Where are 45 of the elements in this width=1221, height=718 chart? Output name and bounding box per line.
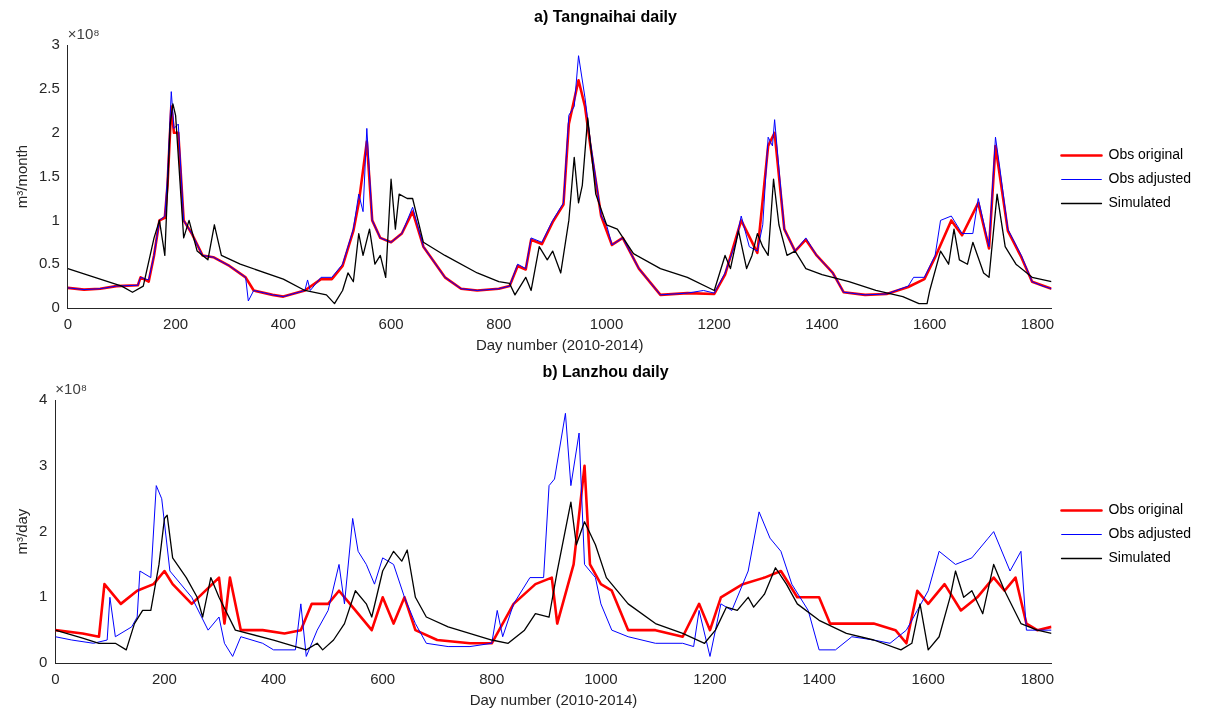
x-tick-label: 1000 (589, 315, 624, 333)
x-tick-label: 800 (486, 315, 512, 333)
x-tick-label: 1800 (1020, 315, 1055, 333)
x-tick-label: 600 (370, 670, 396, 688)
y-axis-title: m³/day (13, 508, 31, 555)
x-tick-label: 1400 (802, 670, 836, 688)
x-tick-label: 1800 (1020, 670, 1055, 688)
x-tick-label: 200 (151, 670, 177, 688)
x-tick-label: 400 (270, 315, 296, 333)
legend-label: Obs adjusted (1108, 170, 1191, 187)
x-tick-label: 1200 (697, 315, 731, 333)
y-tick-label: 0.5 (38, 254, 60, 272)
chart-title: a) Tangnaihai daily (534, 8, 678, 26)
y-tick-label: 2 (39, 521, 48, 539)
y-tick-label: 0 (51, 298, 60, 316)
y-tick-label: 3 (39, 456, 48, 474)
x-tick-label: 200 (163, 315, 189, 333)
chart-title: b) Lanzhou daily (542, 363, 669, 381)
x-tick-label: 400 (261, 670, 287, 688)
x-axis-title: Day number (2010-2014) (469, 691, 638, 709)
text: ×10⁸ (55, 379, 88, 397)
legend-label: Obs adjusted (1108, 525, 1191, 542)
y-tick-label: 4 (39, 390, 48, 408)
legend-label: Obs original (1108, 146, 1184, 163)
y-tick-label: 1 (39, 587, 48, 605)
x-tick-label: 1000 (584, 670, 618, 688)
x-axis-title: Day number (2010-2014) (475, 336, 644, 354)
y-tick-label: 2 (51, 122, 60, 140)
y-tick-label: 3 (51, 35, 60, 53)
legend-label: Simulated (1108, 194, 1171, 211)
y-tick-label: 1 (51, 210, 60, 228)
x-tick-label: 800 (479, 670, 505, 688)
x-tick-label: 0 (63, 315, 73, 333)
y-tick-label: 1.5 (38, 166, 60, 184)
legend-label: Simulated (1108, 549, 1171, 566)
x-tick-label: 1400 (805, 315, 839, 333)
x-tick-label: 1600 (913, 315, 947, 333)
text: ×10⁸ (67, 24, 100, 42)
legend-label: Obs original (1108, 501, 1184, 518)
x-tick-label: 1200 (693, 670, 727, 688)
y-tick-label: 2.5 (38, 79, 60, 97)
x-tick-label: 600 (378, 315, 404, 333)
y-axis-title: m³/month (13, 144, 31, 209)
y-tick-label: 0 (39, 653, 48, 671)
x-tick-label: 1600 (911, 670, 945, 688)
